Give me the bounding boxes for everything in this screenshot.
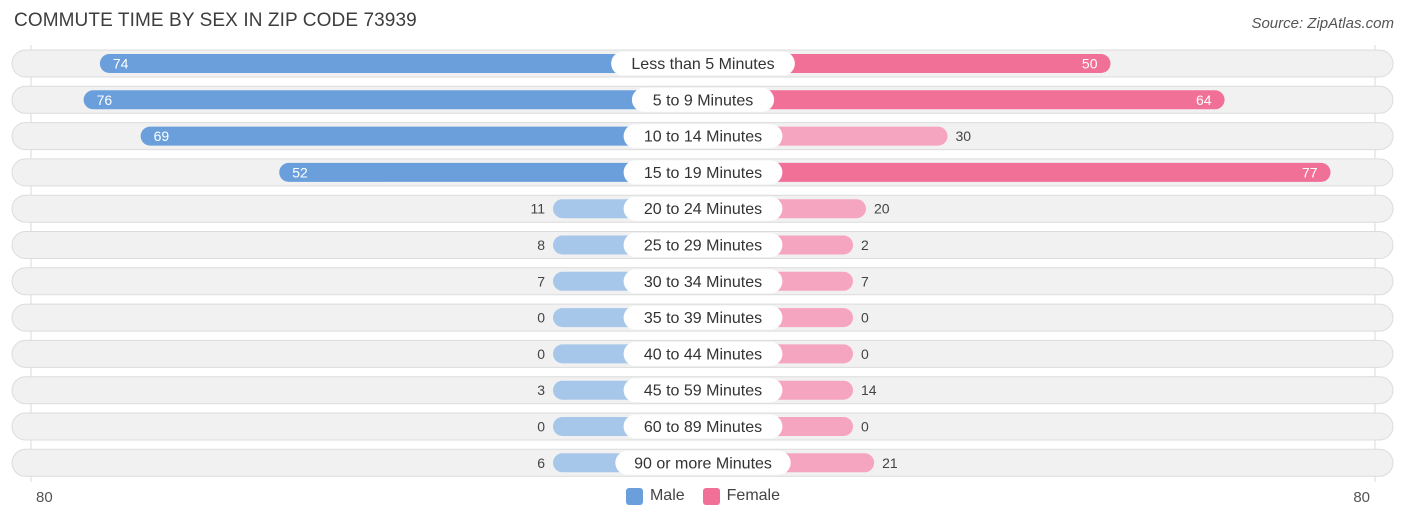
bar-female-less-than-5-minutes — [703, 54, 1111, 73]
category-label-25-to-29-minutes: 25 to 29 Minutes — [644, 238, 762, 255]
category-label-less-than-5-minutes: Less than 5 Minutes — [631, 56, 774, 73]
category-pill-5-to-9-minutes — [631, 87, 775, 112]
value-label-male-30-to-34-minutes: 7 — [537, 273, 545, 289]
category-label-90-or-more-minutes: 90 or more Minutes — [634, 455, 772, 472]
value-label-male-25-to-29-minutes: 8 — [537, 237, 545, 253]
category-pill-35-to-39-minutes — [623, 305, 783, 330]
category-pill-25-to-29-minutes — [623, 233, 783, 257]
value-label-female-45-to-59-minutes: 14 — [861, 382, 877, 398]
category-label-15-to-19-minutes: 15 to 19 Minutes — [644, 165, 762, 182]
value-label-male-40-to-44-minutes: 0 — [537, 346, 545, 362]
legend-label-male: Male — [649, 487, 685, 504]
category-label-40-to-44-minutes: 40 to 44 Minutes — [644, 346, 762, 363]
category-pill-15-to-19-minutes — [623, 160, 783, 185]
value-label-male-35-to-39-minutes: 0 — [537, 310, 545, 326]
value-label-male-60-to-89-minutes: 0 — [537, 419, 545, 435]
category-pill-10-to-14-minutes — [623, 124, 783, 149]
legend-item-female: Female — [702, 487, 781, 505]
legend-item-male: Male — [625, 487, 685, 505]
category-label-10-to-14-minutes: 10 to 14 Minutes — [644, 129, 762, 146]
value-label-female-60-to-89-minutes: 0 — [861, 419, 869, 435]
value-label-male-90-or-more-minutes: 6 — [537, 455, 545, 471]
legend-label-female: Female — [726, 487, 781, 504]
category-label-5-to-9-minutes: 5 to 9 Minutes — [653, 92, 754, 109]
value-label-male-less-than-5-minutes: 74 — [113, 56, 129, 72]
bar-male-10-to-14-minutes — [140, 126, 703, 146]
value-label-female-30-to-34-minutes: 7 — [861, 273, 869, 289]
value-label-male-45-to-59-minutes: 3 — [537, 382, 545, 398]
value-label-female-35-to-39-minutes: 0 — [861, 310, 869, 326]
value-label-male-15-to-19-minutes: 52 — [292, 164, 308, 180]
legend-swatch-female — [702, 487, 720, 505]
category-pill-60-to-89-minutes — [623, 414, 783, 439]
category-label-30-to-34-minutes: 30 to 34 Minutes — [644, 274, 762, 291]
category-pill-20-to-24-minutes — [623, 196, 783, 221]
value-label-male-20-to-24-minutes: 11 — [530, 201, 545, 217]
value-label-male-5-to-9-minutes: 76 — [97, 92, 113, 108]
category-label-35-to-39-minutes: 35 to 39 Minutes — [644, 310, 762, 327]
bar-male-less-than-5-minutes — [99, 54, 703, 73]
value-label-female-40-to-44-minutes: 0 — [861, 346, 869, 362]
axis-label-left: 80 — [36, 489, 53, 506]
value-label-female-20-to-24-minutes: 20 — [874, 201, 890, 217]
value-label-female-90-or-more-minutes: 21 — [882, 455, 898, 471]
legend: Male Female — [0, 487, 1406, 505]
category-label-60-to-89-minutes: 60 to 89 Minutes — [644, 419, 762, 436]
value-label-male-10-to-14-minutes: 69 — [154, 128, 170, 144]
category-label-20-to-24-minutes: 20 to 24 Minutes — [644, 201, 762, 218]
axis-label-right: 80 — [1353, 489, 1370, 506]
value-label-female-15-to-19-minutes: 77 — [1302, 164, 1318, 180]
source-label: Source: ZipAtlas.com — [1251, 15, 1394, 32]
value-label-female-10-to-14-minutes: 30 — [956, 128, 972, 144]
bar-male-5-to-9-minutes — [83, 90, 704, 110]
category-label-45-to-59-minutes: 45 to 59 Minutes — [644, 383, 762, 400]
bar-female-5-to-9-minutes — [703, 90, 1225, 110]
value-label-female-25-to-29-minutes: 2 — [861, 237, 869, 253]
category-pill-45-to-59-minutes — [623, 378, 783, 403]
value-label-female-5-to-9-minutes: 64 — [1196, 92, 1212, 108]
bar-male-15-to-19-minutes — [279, 162, 703, 182]
chart-title: COMMUTE TIME BY SEX IN ZIP CODE 73939 — [14, 10, 417, 31]
category-pill-40-to-44-minutes — [623, 341, 783, 366]
value-label-female-less-than-5-minutes: 50 — [1082, 56, 1098, 72]
legend-swatch-male — [625, 487, 643, 505]
category-pill-30-to-34-minutes — [623, 269, 783, 294]
category-pill-less-than-5-minutes — [611, 51, 795, 76]
category-pill-90-or-more-minutes — [615, 450, 791, 475]
bar-female-15-to-19-minutes — [703, 162, 1331, 182]
